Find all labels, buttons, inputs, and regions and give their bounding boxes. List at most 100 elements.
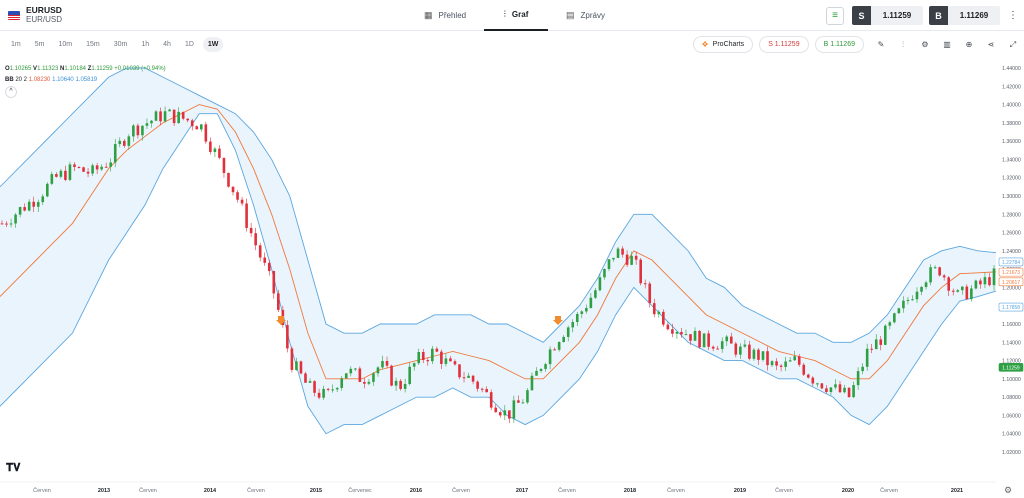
candle-body	[616, 248, 620, 258]
news-icon: ▤	[566, 10, 575, 20]
watchlist-add-button[interactable]: ≡	[826, 6, 844, 25]
candle-body	[14, 214, 17, 224]
candle-body	[960, 286, 964, 291]
candle-body	[979, 280, 982, 285]
candle-body	[195, 126, 199, 130]
candle-body	[825, 388, 828, 392]
price-chart[interactable]: 1.44000 1.42000 1.40000 1.38000 1.36000 1.340…	[0, 57, 1024, 498]
settings-icon[interactable]: ⚙	[921, 40, 929, 49]
timeframe-10m[interactable]: 10m	[58, 41, 73, 48]
fullscreen-icon[interactable]: ⤢	[1009, 39, 1017, 49]
candle-body	[435, 348, 439, 352]
y-tick-label: 1.42000	[1002, 84, 1021, 90]
candle-body	[761, 351, 765, 360]
timeframe-1d[interactable]: 1D	[184, 41, 194, 48]
add-icon[interactable]: ⊕	[965, 40, 973, 49]
timeframe-selector: 1m 5m 10m 15m 30m 1h 4h 1D 1W	[6, 37, 224, 52]
candle-body	[888, 322, 892, 326]
candle-body	[870, 348, 873, 350]
y-tick-label: 1.34000	[1002, 157, 1021, 163]
timeframe-1m[interactable]: 1m	[11, 41, 21, 48]
buy-button[interactable]: B 1.11269	[929, 6, 1000, 25]
x-tick-label: 2021	[951, 488, 963, 494]
bb-mid-value: 1.08230	[28, 77, 51, 83]
candle-body	[630, 255, 633, 265]
indicators-icon[interactable]: ⫶	[902, 39, 904, 49]
toolbar-buy-button[interactable]: B 1.11269	[814, 36, 864, 53]
candle-body	[757, 349, 760, 360]
candle-body	[5, 223, 8, 225]
candle-body	[530, 375, 534, 391]
candle-body	[322, 388, 325, 398]
candle-body	[18, 207, 22, 215]
candle-body	[317, 392, 321, 398]
candle-body	[186, 118, 190, 121]
collapse-legend-icon[interactable]: ^	[5, 86, 17, 98]
candle-body	[779, 365, 783, 367]
candle-body	[920, 286, 923, 292]
candle-body	[906, 299, 910, 301]
axis-settings-icon[interactable]: ⚙	[1004, 485, 1013, 495]
candle-body	[911, 299, 914, 301]
candle-body	[145, 123, 149, 126]
y-tick-label: 1.36000	[1002, 139, 1021, 145]
procharts-button[interactable]: ❖ ProCharts	[692, 36, 754, 53]
x-tick-label: Červen	[33, 487, 51, 494]
draw-icon[interactable]: ✎	[877, 40, 885, 49]
candle-body	[471, 375, 475, 382]
x-tick-label: 2013	[98, 488, 110, 494]
share-icon[interactable]: ⋖	[987, 40, 995, 49]
candle-body	[55, 174, 58, 177]
candle-body	[508, 410, 511, 419]
tab-news[interactable]: ▤ Zprávy	[556, 0, 626, 31]
tab-chart[interactable]: ⫶ Graf	[484, 0, 548, 31]
toolbar-sell-button[interactable]: S 1.11259	[759, 36, 809, 53]
candle-body	[95, 165, 99, 170]
x-tick-label: Červen	[775, 487, 793, 494]
candle-body	[245, 203, 248, 228]
timeframe-5m[interactable]: 5m	[34, 41, 45, 48]
timeframe-1w[interactable]: 1W	[202, 37, 224, 52]
compare-icon[interactable]: ▥	[943, 40, 951, 49]
chart-toolbar: 1m 5m 10m 15m 30m 1h 4h 1D 1W ❖ ProCharts S 1.11…	[0, 33, 1024, 57]
candle-body	[254, 233, 257, 246]
timeframe-15m[interactable]: 15m	[86, 41, 100, 48]
tab-overview[interactable]: ▦ Přehled	[414, 0, 484, 31]
candle-body	[671, 329, 674, 334]
more-options-icon[interactable]: ⋮	[1008, 10, 1018, 21]
y-tick-label: 1.06000	[1002, 413, 1021, 419]
candle-body	[838, 384, 842, 393]
timeframe-4h[interactable]: 4h	[163, 41, 171, 48]
candle-body	[431, 348, 434, 362]
instrument-selector[interactable]: EURUSD EUR/USD	[8, 5, 62, 25]
price-label-box	[998, 302, 1024, 312]
candle-body	[190, 120, 194, 127]
candle-body	[218, 148, 221, 158]
candle-body	[816, 383, 819, 385]
candle-body	[104, 166, 108, 168]
candle-body	[385, 360, 389, 366]
candle-body	[929, 267, 932, 283]
candle-body	[657, 311, 661, 315]
candle-body	[113, 144, 117, 163]
candle-body	[426, 360, 430, 362]
x-tick-label: 2018	[624, 488, 636, 494]
candle-body	[0, 223, 4, 225]
candle-body	[693, 330, 697, 341]
candle-body	[865, 348, 869, 367]
buy-label: B	[929, 6, 948, 25]
candle-body	[503, 410, 507, 416]
candle-body	[965, 286, 969, 300]
candle-body	[86, 171, 90, 174]
timeframe-1h[interactable]: 1h	[141, 41, 150, 48]
price-label: 1.21673	[1002, 270, 1020, 276]
toolbar-sell-label: S 1.11259	[768, 41, 800, 48]
timeframe-30m[interactable]: 30m	[113, 41, 128, 48]
candle-body	[249, 227, 253, 234]
candle-body	[23, 207, 26, 211]
candle-body	[521, 402, 525, 404]
candle-body	[45, 183, 49, 197]
candle-body	[159, 111, 162, 122]
sell-button[interactable]: S 1.11259	[852, 6, 923, 25]
candle-body	[829, 387, 833, 392]
